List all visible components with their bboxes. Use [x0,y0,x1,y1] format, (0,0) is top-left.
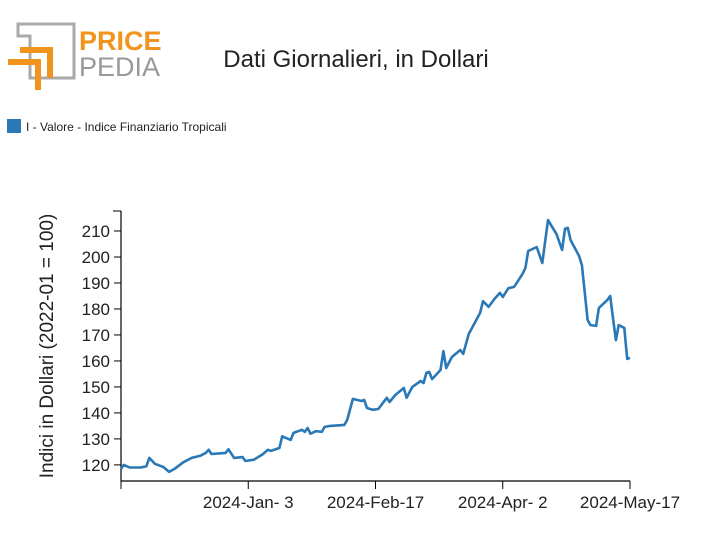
y-tick-label: 150 [82,378,110,397]
y-axis-label: Indici in Dollari (2022-01 = 100) [37,214,58,479]
y-tick-label: 190 [82,274,110,293]
y-tick-label: 200 [82,248,110,267]
line [119,218,631,474]
logo-top: PRICE [79,26,162,56]
legend-label: I - Valore - Indice Finanziario Tropical… [26,120,227,134]
x-tick-label: 2024-May-17 [580,493,680,512]
logo-bracket [20,47,53,78]
x-tick-label: 2024-Jan- 3 [203,493,294,512]
y-tick-label: 210 [82,222,110,241]
y-tick-label: 180 [82,300,110,319]
x-tick-label: 2024-Feb-17 [327,493,424,512]
chart-title: Dati Giornalieri, in Dollari [223,46,488,73]
legend-swatch [7,119,21,133]
x-tick-label: 2024-Apr- 2 [458,493,548,512]
logo-frame [16,22,76,80]
logo: PRICE PEDIA [8,22,162,90]
y-tick-label: 120 [82,456,110,475]
y-tick-label: 140 [82,404,110,423]
logo-bracket [8,59,41,90]
y-tick-label: 170 [82,326,110,345]
y-tick-label: 160 [82,352,110,371]
y-tick-label: 130 [82,430,110,449]
logo-bottom: PEDIA [79,52,160,82]
